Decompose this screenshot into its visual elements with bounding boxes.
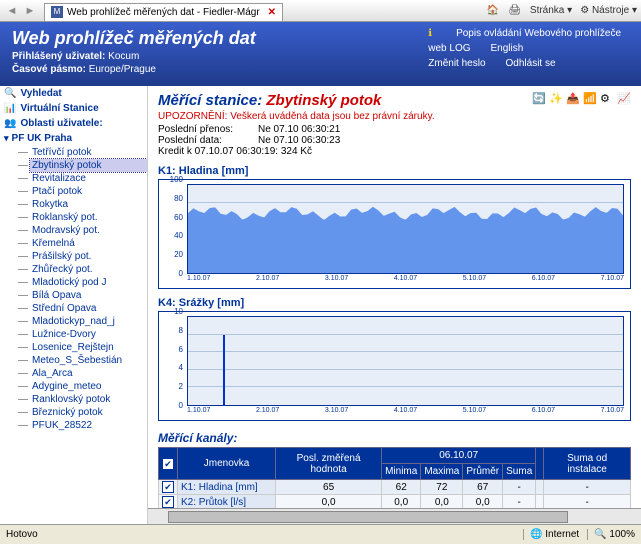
- tab-close-icon[interactable]: ✕: [268, 7, 276, 18]
- tree-item[interactable]: Ranklovský potok: [30, 393, 147, 406]
- browser-tab[interactable]: M Web prohlížeč měřených dat - Fiedler-M…: [44, 3, 283, 21]
- export-icon[interactable]: 📤: [566, 92, 580, 106]
- th-min: Minima: [382, 464, 421, 480]
- tree-item[interactable]: Ala_Arca: [30, 367, 147, 380]
- th-max: Maxima: [421, 464, 463, 480]
- areas-label: 👥 Oblasti uživatele:: [0, 116, 147, 131]
- print-icon[interactable]: 🖨: [508, 4, 522, 18]
- chart2-title: K4: Srážky [mm]: [158, 297, 631, 309]
- warning: UPOZORNĚNÍ: Veškerá uváděná data jsou be…: [158, 111, 631, 122]
- tree-item[interactable]: Meteo_S_Šebestián: [30, 354, 147, 367]
- tree-item[interactable]: Tetřívčí potok: [30, 146, 147, 159]
- wifi-icon[interactable]: 📶: [583, 92, 597, 106]
- main: 🔄 ✨ 📤 📶 ⚙ 📈 Měřící stanice: Zbytinský po…: [148, 86, 641, 524]
- page-menu[interactable]: Stránka ▾: [530, 5, 572, 16]
- status-ready: Hotovo: [6, 529, 38, 540]
- help-link[interactable]: Popis ovládání Webového prohlížeče: [456, 28, 621, 39]
- chart1: 020406080100 1.10.072.10.073.10.074.10.0…: [158, 179, 631, 289]
- english-link[interactable]: English: [491, 43, 524, 54]
- toolbar-right: 🏠 🖨 Stránka ▾ ⚙ Nástroje ▾: [486, 4, 637, 18]
- tree-item[interactable]: Zbytinský potok: [30, 159, 147, 172]
- tree-item[interactable]: Mladotický pod J: [30, 276, 147, 289]
- th-cb[interactable]: ✔: [159, 448, 178, 480]
- status-zone: 🌐 Internet: [523, 529, 579, 540]
- tree-item[interactable]: Ptačí potok: [30, 185, 147, 198]
- chart2: 0246810 1.10.072.10.073.10.074.10.075.10…: [158, 311, 631, 421]
- wand-icon[interactable]: ✨: [549, 92, 563, 106]
- tree-item[interactable]: Mladotickyp_nad_j: [30, 315, 147, 328]
- weblog-link[interactable]: web LOG: [428, 43, 470, 54]
- th-total: Suma od instalace: [544, 448, 631, 480]
- tree-item[interactable]: Lužnice-Dvory: [30, 328, 147, 341]
- th-sum: Suma: [503, 464, 536, 480]
- sidebar: 🔍 Vyhledat 📊 Virtuální Stanice 👥 Oblasti…: [0, 86, 148, 524]
- tab-title: Web prohlížeč měřených dat - Fiedler-Mág…: [67, 7, 260, 18]
- virtual-link[interactable]: 📊 Virtuální Stanice: [0, 101, 147, 116]
- home-icon[interactable]: 🏠: [486, 4, 500, 18]
- back-button[interactable]: ◄: [4, 3, 20, 19]
- tree-item[interactable]: Prášilský pot.: [30, 250, 147, 263]
- chart1-title: K1: Hladina [mm]: [158, 165, 631, 177]
- logout-link[interactable]: Odhlásit se: [506, 58, 556, 69]
- station-icons: 🔄 ✨ 📤 📶 ⚙ 📈: [532, 92, 631, 106]
- tree-item[interactable]: Bílá Opava: [30, 289, 147, 302]
- tree-item[interactable]: Modravský pot.: [30, 224, 147, 237]
- th-last: Posl. změřená hodnota: [276, 448, 382, 480]
- status-zoom: 🔍 100%: [587, 529, 635, 540]
- hscroll[interactable]: [148, 508, 641, 524]
- chart-icon[interactable]: 📈: [617, 92, 631, 106]
- tools-menu[interactable]: ⚙ Nástroje ▾: [580, 5, 637, 16]
- meta: Poslední přenos:Ne 07.10 06:30:21 Posled…: [158, 124, 631, 157]
- fwd-button[interactable]: ►: [22, 3, 38, 19]
- settings-icon[interactable]: ⚙: [600, 92, 614, 106]
- changepw-link[interactable]: Změnit heslo: [428, 58, 485, 69]
- status-bar: Hotovo 🌐 Internet 🔍 100%: [0, 524, 641, 544]
- th-date: 06.10.07: [382, 448, 536, 464]
- tree-item[interactable]: Losenice_Rejštejn: [30, 341, 147, 354]
- refresh-icon[interactable]: 🔄: [532, 92, 546, 106]
- tree-item[interactable]: Roklanský pot.: [30, 211, 147, 224]
- tree-item[interactable]: Adygine_meteo: [30, 380, 147, 393]
- content: 🔍 Vyhledat 📊 Virtuální Stanice 👥 Oblasti…: [0, 86, 641, 524]
- channels-title: Měřící kanály:: [158, 431, 631, 445]
- tree: Tetřívčí potokZbytinský potokRevitalizac…: [0, 146, 147, 432]
- tab-favicon: M: [51, 6, 63, 18]
- th-avg: Průměr: [463, 464, 503, 480]
- tree-item[interactable]: Zhůřecký pot.: [30, 263, 147, 276]
- th-name: Jmenovka: [178, 448, 276, 480]
- tree-root[interactable]: PF UK Praha: [0, 131, 147, 146]
- browser-toolbar: ◄ ► M Web prohlížeč měřených dat - Fiedl…: [0, 0, 641, 22]
- info-icon: ℹ: [428, 28, 432, 39]
- tree-item[interactable]: Rokytka: [30, 198, 147, 211]
- search-link[interactable]: 🔍 Vyhledat: [0, 86, 147, 101]
- tree-item[interactable]: Březnický potok: [30, 406, 147, 419]
- nav-buttons: ◄ ►: [4, 3, 38, 19]
- app-header: Web prohlížeč měřených dat Přihlášený už…: [0, 22, 641, 86]
- header-links: ℹ Popis ovládání Webového prohlížeče web …: [428, 28, 621, 69]
- tree-item[interactable]: Revitalizace: [30, 172, 147, 185]
- tree-item[interactable]: PFUK_28522: [30, 419, 147, 432]
- tree-item[interactable]: Střední Opava: [30, 302, 147, 315]
- table-row[interactable]: ✔K1: Hladina [mm]65627267--: [159, 480, 631, 495]
- tree-item[interactable]: Křemelná: [30, 237, 147, 250]
